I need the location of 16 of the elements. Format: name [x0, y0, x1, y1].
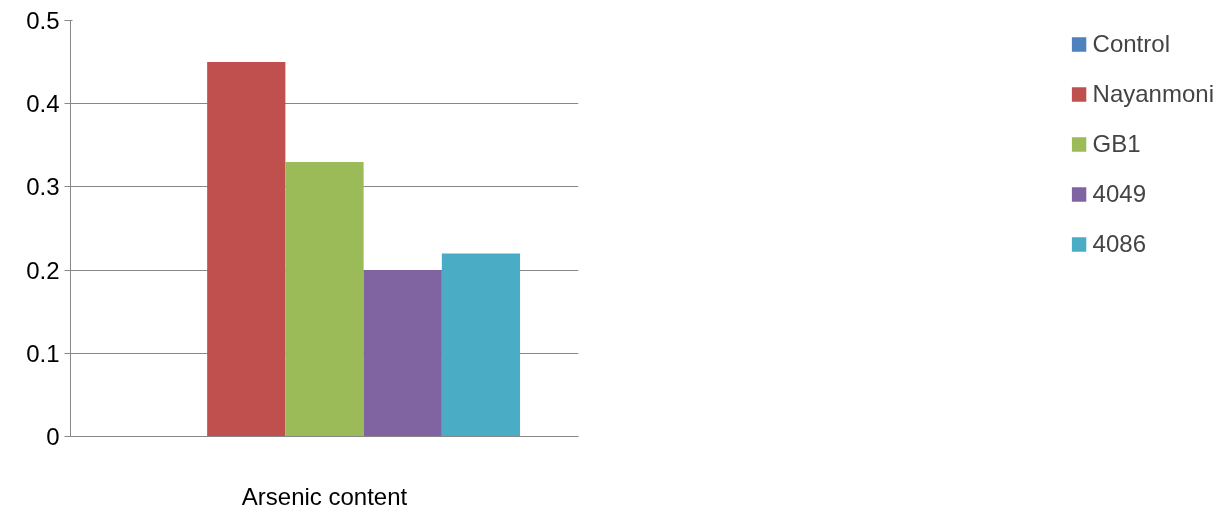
legend-label: Control	[1092, 30, 1170, 58]
y-tick-label: 0	[46, 423, 60, 450]
legend-label: Nayanmoni	[1092, 80, 1214, 108]
x-tick-label: Arsenic content	[241, 482, 408, 510]
y-tick-label: 0.4	[26, 90, 60, 118]
y-tick-label: 0.5	[26, 7, 60, 34]
bar	[441, 253, 521, 437]
y-tick-label: 0.2	[26, 256, 60, 284]
legend-label: 4086	[1092, 230, 1146, 258]
y-tick-label: 0.3	[26, 173, 60, 201]
bar	[285, 161, 364, 437]
bar	[207, 62, 286, 437]
bar	[363, 270, 442, 437]
legend-label: 4049	[1092, 180, 1146, 208]
y-tick-label: 0.1	[26, 339, 60, 367]
legend-label: GB1	[1092, 130, 1141, 158]
